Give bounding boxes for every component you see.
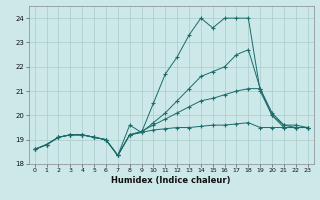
X-axis label: Humidex (Indice chaleur): Humidex (Indice chaleur) bbox=[111, 176, 231, 185]
